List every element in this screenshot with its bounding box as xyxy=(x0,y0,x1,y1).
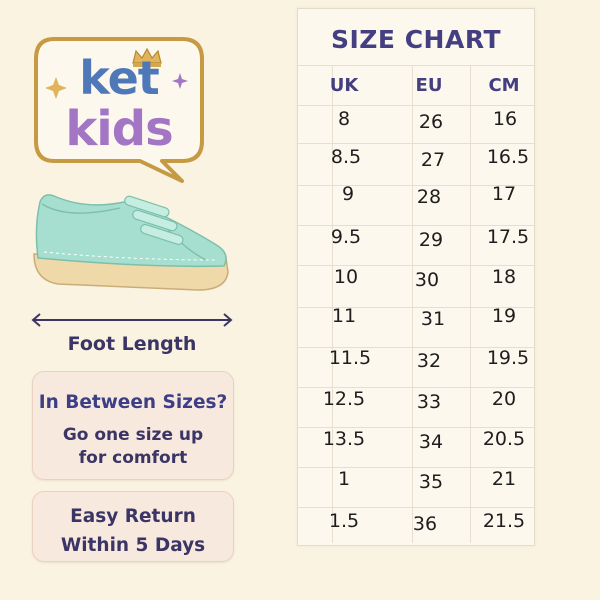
size-cell-cm: 21 xyxy=(491,468,517,490)
size-cell-eu: 34 xyxy=(418,431,444,453)
size-cell-eu: 28 xyxy=(416,186,442,208)
grid-line-horizontal xyxy=(298,225,534,226)
grid-line-vertical xyxy=(470,65,471,543)
returns-card: Easy Return Within 5 Days xyxy=(32,491,234,562)
sparkle-icon xyxy=(45,77,67,99)
size-cell-uk: 10 xyxy=(333,266,359,288)
tip-body-line2: for comfort xyxy=(78,448,188,468)
tip-body-line1: Go one size up xyxy=(62,425,204,445)
column-header-uk: UK xyxy=(329,75,359,96)
size-cell-eu: 29 xyxy=(418,229,444,251)
size-cell-uk: 11 xyxy=(331,305,357,327)
size-cell-cm: 20 xyxy=(491,388,517,410)
size-cell-uk: 1 xyxy=(337,468,351,490)
size-cell-uk: 13.5 xyxy=(322,428,366,450)
brand-logo: ket kids xyxy=(32,35,208,185)
returns-line1: Easy Return xyxy=(70,506,196,527)
column-header-eu: EU xyxy=(415,75,443,96)
sizing-tip-card: In Between Sizes? Go one size up for com… xyxy=(32,371,234,480)
size-cell-uk: 8 xyxy=(337,108,351,130)
size-cell-cm: 19.5 xyxy=(486,347,530,369)
size-cell-cm: 17.5 xyxy=(486,226,530,248)
size-cell-eu: 32 xyxy=(416,350,442,372)
size-cell-uk: 9 xyxy=(341,183,355,205)
crown-icon xyxy=(132,47,162,67)
size-cell-uk: 9.5 xyxy=(330,226,362,248)
grid-line-vertical xyxy=(332,65,333,543)
logo-text-ket: ket xyxy=(79,51,160,105)
size-chart-table: SIZE CHART UK EU CM 8 26 16 8.5 27 16.5 9 28 17 9.5 2… xyxy=(297,8,535,546)
tip-body: Go one size up for comfort xyxy=(33,424,233,470)
double-arrow-icon xyxy=(31,313,233,327)
size-cell-eu: 36 xyxy=(412,513,438,535)
size-cell-uk: 8.5 xyxy=(330,146,362,168)
grid-line-horizontal xyxy=(298,307,534,308)
grid-line-horizontal xyxy=(298,65,534,66)
grid-line-horizontal xyxy=(298,185,534,186)
size-cell-cm: 17 xyxy=(491,183,517,205)
shoe-icon xyxy=(33,194,229,291)
grid-line-horizontal xyxy=(298,347,534,348)
size-cell-uk: 1.5 xyxy=(328,510,360,532)
size-cell-cm: 16.5 xyxy=(486,146,530,168)
grid-line-horizontal xyxy=(298,427,534,428)
size-cell-uk: 12.5 xyxy=(322,388,366,410)
returns-text: Easy Return Within 5 Days xyxy=(33,502,233,560)
size-cell-eu: 31 xyxy=(420,308,446,330)
column-header-cm: CM xyxy=(488,75,520,96)
size-cell-cm: 19 xyxy=(491,305,517,327)
grid-line-vertical xyxy=(412,65,413,543)
logo-text-kids: kids xyxy=(65,101,173,157)
foot-length-label: Foot Length xyxy=(67,333,197,355)
size-cell-eu: 30 xyxy=(414,269,440,291)
size-cell-eu: 27 xyxy=(420,149,446,171)
grid-line-horizontal xyxy=(298,105,534,106)
grid-line-horizontal xyxy=(298,387,534,388)
returns-line2: Within 5 Days xyxy=(60,535,206,556)
grid-line-horizontal xyxy=(298,467,534,468)
grid-line-horizontal xyxy=(298,265,534,266)
size-cell-uk: 11.5 xyxy=(328,347,372,369)
grid-line-horizontal xyxy=(298,143,534,144)
size-cell-eu: 26 xyxy=(418,111,444,133)
size-cell-cm: 20.5 xyxy=(482,428,526,450)
speech-bubble-icon xyxy=(34,37,204,183)
tip-heading: In Between Sizes? xyxy=(38,392,228,413)
grid-line-horizontal xyxy=(298,507,534,508)
sparkle-icon xyxy=(172,73,188,89)
size-cell-cm: 16 xyxy=(492,108,518,130)
size-cell-eu: 35 xyxy=(418,471,444,493)
size-cell-cm: 18 xyxy=(491,266,517,288)
size-chart-title: SIZE CHART xyxy=(330,25,501,54)
size-cell-eu: 33 xyxy=(416,391,442,413)
size-cell-cm: 21.5 xyxy=(482,510,526,532)
